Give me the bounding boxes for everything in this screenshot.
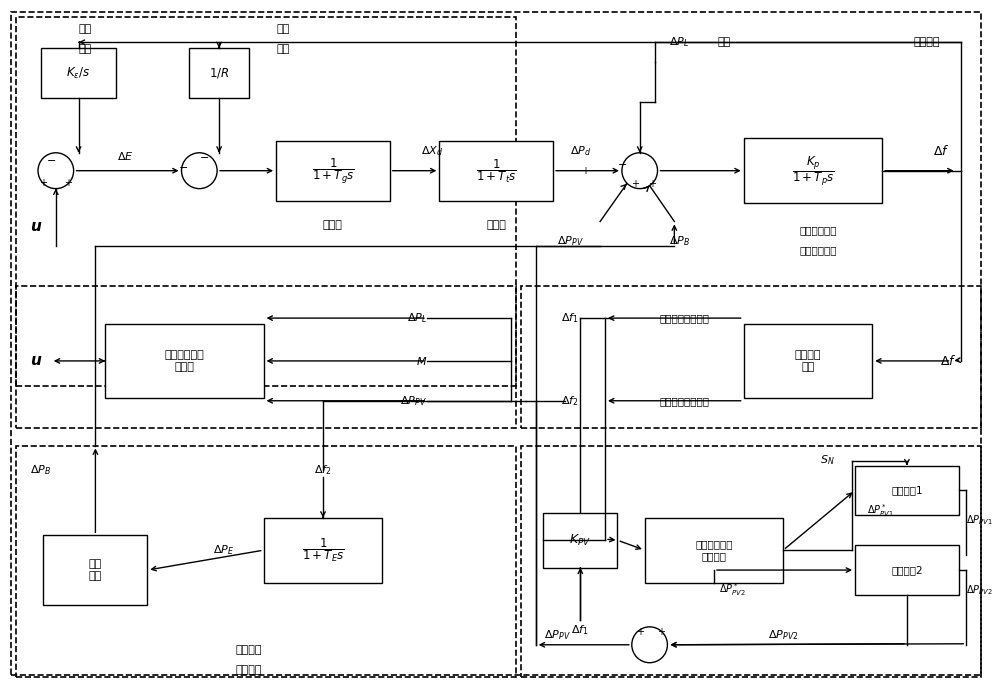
Text: $\Delta P^*_{PV2}$: $\Delta P^*_{PV2}$ bbox=[719, 582, 746, 598]
Text: $\Delta X_d$: $\Delta X_d$ bbox=[421, 144, 443, 158]
Text: 调频: 调频 bbox=[79, 44, 92, 54]
Bar bbox=[744, 324, 872, 399]
Bar bbox=[543, 513, 617, 567]
Text: 调频: 调频 bbox=[277, 44, 290, 54]
Text: $\Delta P_{PV}$: $\Delta P_{PV}$ bbox=[400, 394, 427, 407]
Text: $\Delta P_B$: $\Delta P_B$ bbox=[669, 235, 690, 248]
Text: 频率特性: 频率特性 bbox=[236, 665, 262, 674]
Text: $K_\varepsilon/s$: $K_\varepsilon/s$ bbox=[66, 66, 91, 81]
Text: 二次: 二次 bbox=[79, 24, 92, 34]
Text: $\Delta P_{PV2}$: $\Delta P_{PV2}$ bbox=[768, 628, 798, 641]
Text: +: + bbox=[631, 178, 639, 189]
Text: $K_{PV}$: $K_{PV}$ bbox=[569, 532, 591, 547]
Text: $\dfrac{1}{1+T_g s}$: $\dfrac{1}{1+T_g s}$ bbox=[312, 156, 354, 185]
Text: +: + bbox=[648, 178, 656, 189]
Text: +: + bbox=[64, 178, 72, 188]
Text: $M$: $M$ bbox=[416, 355, 427, 367]
Bar bbox=[645, 518, 783, 582]
Bar bbox=[16, 17, 516, 386]
Circle shape bbox=[182, 153, 217, 189]
Bar bbox=[16, 446, 516, 676]
Bar bbox=[439, 141, 553, 200]
Text: $\Delta P_d$: $\Delta P_d$ bbox=[570, 144, 591, 158]
Text: $\Delta P_L$: $\Delta P_L$ bbox=[407, 311, 427, 325]
Text: $\Delta P_{PV}$: $\Delta P_{PV}$ bbox=[557, 235, 584, 248]
Text: 去到调频光伏系统: 去到调频光伏系统 bbox=[659, 313, 709, 323]
Text: $\Delta P_{PV2}$: $\Delta P_{PV2}$ bbox=[966, 583, 993, 597]
Text: $\Delta f_2$: $\Delta f_2$ bbox=[314, 464, 332, 477]
Text: 柴油机: 柴油机 bbox=[486, 220, 506, 230]
Text: +: + bbox=[39, 178, 47, 188]
Text: 负荷: 负荷 bbox=[717, 37, 730, 47]
Text: 储能
系统: 储能 系统 bbox=[89, 559, 102, 581]
Text: $\Delta P_{PV1}$: $\Delta P_{PV1}$ bbox=[966, 513, 993, 527]
Text: 调频输出功率
参考系统: 调频输出功率 参考系统 bbox=[695, 539, 733, 561]
Text: $\boldsymbol{u}$: $\boldsymbol{u}$ bbox=[30, 353, 42, 368]
Text: 一次: 一次 bbox=[277, 24, 290, 34]
Text: 储能系统: 储能系统 bbox=[236, 645, 262, 654]
Text: $-$: $-$ bbox=[46, 154, 56, 164]
Text: $\Delta f_1$: $\Delta f_1$ bbox=[571, 623, 589, 637]
Circle shape bbox=[38, 153, 74, 189]
Bar bbox=[521, 446, 981, 676]
Circle shape bbox=[622, 153, 658, 189]
Text: $-$: $-$ bbox=[617, 158, 627, 168]
Circle shape bbox=[632, 627, 667, 663]
Text: $\Delta P_B$: $\Delta P_B$ bbox=[30, 464, 52, 477]
Text: $\Delta P^*_{PV1}$: $\Delta P^*_{PV1}$ bbox=[867, 502, 894, 519]
Text: $-$: $-$ bbox=[178, 161, 189, 171]
Bar bbox=[744, 139, 882, 203]
Text: +: + bbox=[657, 627, 665, 637]
Bar bbox=[521, 286, 981, 427]
Text: $\dfrac{K_p}{1+T_p s}$: $\dfrac{K_p}{1+T_p s}$ bbox=[792, 154, 834, 188]
Text: 调速器: 调速器 bbox=[323, 220, 343, 230]
Bar bbox=[16, 286, 516, 427]
Text: +: + bbox=[636, 627, 644, 637]
Bar bbox=[41, 48, 116, 98]
Text: $\Delta P_{PV}$: $\Delta P_{PV}$ bbox=[544, 628, 570, 641]
Text: +: + bbox=[581, 166, 589, 176]
Text: 性和负荷特性: 性和负荷特性 bbox=[799, 246, 837, 255]
Text: $\Delta f$: $\Delta f$ bbox=[940, 354, 956, 368]
Text: $\boldsymbol{u}$: $\boldsymbol{u}$ bbox=[30, 219, 42, 234]
Text: $\Delta P_E$: $\Delta P_E$ bbox=[213, 543, 235, 557]
Text: $\Delta f_2$: $\Delta f_2$ bbox=[561, 394, 578, 407]
Text: $\Delta f$: $\Delta f$ bbox=[933, 144, 950, 158]
Text: 光伏系统1: 光伏系统1 bbox=[891, 486, 923, 495]
Text: $-$: $-$ bbox=[199, 151, 209, 161]
Text: $S_N$: $S_N$ bbox=[820, 453, 835, 467]
Text: $1/R$: $1/R$ bbox=[209, 66, 229, 80]
Bar bbox=[276, 141, 390, 200]
Text: $\Delta E$: $\Delta E$ bbox=[117, 150, 133, 162]
Bar bbox=[855, 466, 959, 515]
Bar bbox=[189, 48, 249, 98]
Bar bbox=[264, 518, 382, 582]
Text: $\Delta f_1$: $\Delta f_1$ bbox=[561, 311, 578, 325]
Text: 频率偏差: 频率偏差 bbox=[913, 37, 940, 47]
Text: $\Delta P_L$: $\Delta P_L$ bbox=[669, 35, 689, 49]
Text: 微电网等效惯: 微电网等效惯 bbox=[799, 226, 837, 235]
Text: 滑模负荷频率
控制器: 滑模负荷频率 控制器 bbox=[165, 350, 204, 372]
Text: 光伏系统2: 光伏系统2 bbox=[891, 565, 923, 575]
Bar bbox=[43, 535, 147, 605]
Text: 去到调频储能系统: 去到调频储能系统 bbox=[659, 396, 709, 405]
Bar bbox=[855, 545, 959, 595]
Text: $\dfrac{1}{1+T_t s}$: $\dfrac{1}{1+T_t s}$ bbox=[476, 157, 517, 185]
Text: 频率协调
策略: 频率协调 策略 bbox=[795, 350, 821, 372]
Bar bbox=[105, 324, 264, 399]
Text: $\dfrac{1}{1+T_E s}$: $\dfrac{1}{1+T_E s}$ bbox=[302, 536, 344, 564]
